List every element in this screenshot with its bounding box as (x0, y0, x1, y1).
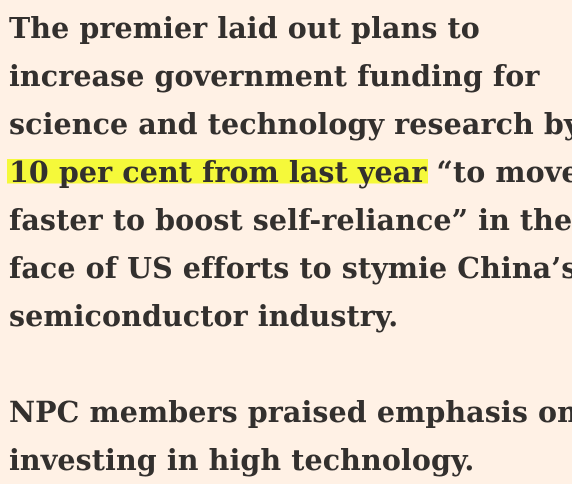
text-line: The premier laid out plans to (9, 11, 480, 45)
text-segment: “to move (426, 155, 572, 189)
article-body: The premier laid out plans to increase g… (7, 4, 572, 477)
highlighted-text: 10 per cent from last year (7, 155, 429, 189)
text-line: increase government funding for (9, 59, 540, 93)
text-line: faster to boost self-reliance” in the (9, 203, 572, 237)
text-line: NPC members praised emphasis on (9, 395, 572, 429)
text-line: investing in high technology. (9, 443, 475, 477)
text-line: semiconductor industry. (9, 299, 399, 333)
paragraph-npc-members: NPC members praised emphasis on investin… (9, 388, 572, 484)
text-line: science and technology research by (9, 107, 572, 141)
paragraph-premier-plans: The premier laid out plans to increase g… (7, 4, 572, 340)
text-line: face of US efforts to stymie China’s (9, 251, 572, 285)
text-line-with-highlight: 10 per cent from last year “to move (7, 148, 572, 196)
